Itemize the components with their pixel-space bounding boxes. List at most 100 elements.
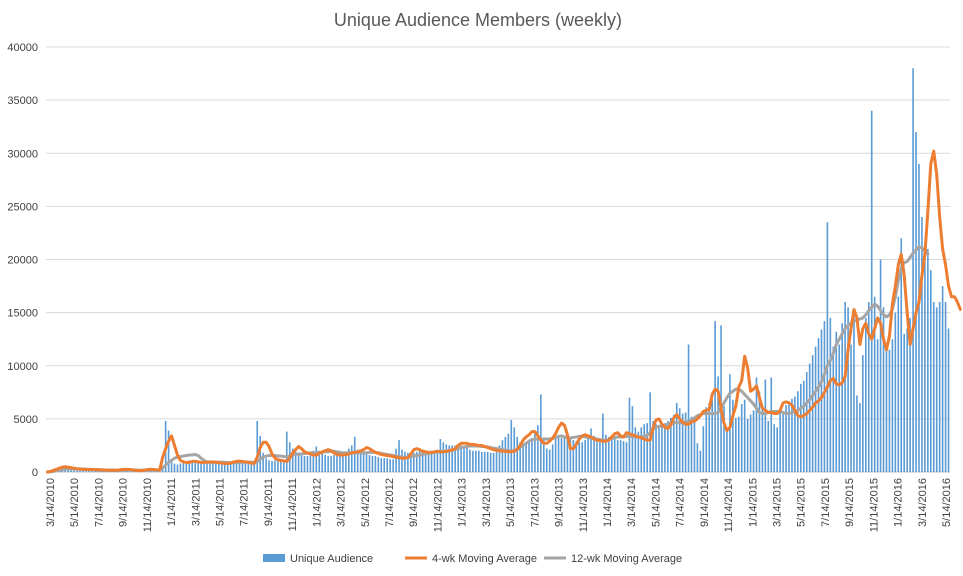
bar [200, 462, 202, 472]
bar [575, 441, 578, 472]
bar [203, 462, 205, 472]
bar [631, 406, 634, 473]
bar [670, 417, 672, 472]
x-tick-label: 9/14/2014 [699, 478, 711, 527]
bar [915, 132, 917, 472]
bar [832, 346, 835, 473]
bar [197, 462, 199, 472]
x-tick-label: 11/14/2013 [578, 478, 590, 532]
bar [469, 449, 471, 472]
bar [451, 445, 454, 472]
bar [587, 436, 589, 472]
x-tick-label: 1/14/2016 [893, 478, 905, 527]
moving-average-lines [45, 149, 962, 474]
bar [374, 456, 377, 472]
bar [489, 452, 492, 473]
bar [569, 439, 572, 472]
bar [791, 398, 793, 472]
x-tick-label: 11/14/2011 [287, 478, 299, 531]
bar [504, 436, 507, 472]
bar [929, 270, 932, 473]
bar [888, 349, 891, 472]
bar [362, 452, 365, 473]
bar [492, 452, 495, 473]
bar [336, 453, 338, 472]
bar [424, 452, 427, 473]
bar [383, 458, 386, 472]
bar [864, 317, 867, 472]
bar [640, 427, 643, 473]
bar [277, 460, 279, 472]
bar [596, 439, 598, 472]
bar [610, 436, 613, 472]
bar [622, 441, 625, 472]
bar [229, 461, 232, 472]
bar [602, 413, 604, 472]
x-tick-label: 5/14/2012 [360, 478, 372, 527]
bar [829, 317, 832, 472]
bar [560, 438, 563, 472]
x-tick-label: 1/14/2014 [602, 478, 614, 527]
bar [410, 453, 412, 472]
bar [862, 355, 864, 473]
bar [265, 458, 267, 472]
bar [439, 439, 442, 472]
gridlines [46, 46, 950, 473]
bar [823, 321, 826, 473]
bar [76, 469, 78, 472]
x-tick-label: 11/14/2012 [432, 478, 444, 532]
bar [732, 399, 734, 472]
x-tick-label: 5/14/2014 [650, 478, 662, 527]
bar [702, 426, 705, 472]
bar [333, 455, 335, 472]
x-tick-label: 5/14/2011 [215, 478, 227, 526]
bar [294, 451, 297, 472]
bar [776, 427, 778, 473]
bar [220, 463, 223, 472]
bar [867, 302, 870, 472]
bar [212, 461, 214, 472]
x-tick-label: 1/14/2012 [311, 478, 323, 527]
bar [280, 461, 282, 473]
bar [853, 312, 855, 473]
bar [463, 446, 465, 472]
x-tick-label: 9/14/2015 [844, 478, 856, 527]
bar [238, 461, 241, 473]
bar [752, 410, 755, 473]
x-tick-label: 11/14/2015 [868, 478, 880, 532]
x-tick-label: 3/14/2015 [771, 478, 783, 527]
bar [365, 453, 368, 472]
x-tick-label: 9/14/2013 [554, 478, 566, 527]
bar [779, 409, 781, 472]
bar [885, 344, 888, 472]
bar [206, 461, 208, 472]
bar [764, 379, 767, 472]
bar [637, 431, 640, 473]
x-tick-label: 5/14/2010 [69, 478, 81, 527]
bar [480, 451, 483, 472]
bar [395, 448, 397, 473]
bar [652, 421, 654, 472]
bar [805, 372, 808, 473]
bar [859, 402, 861, 472]
y-axis: 0 5000 10000 15000 20000 25000 30000 35000 40000 [7, 42, 38, 479]
bar [584, 440, 586, 473]
bar [755, 377, 758, 472]
bar [770, 377, 773, 472]
bar [856, 395, 858, 472]
bar [345, 451, 347, 472]
bar [315, 446, 318, 472]
bar [811, 355, 814, 473]
bar [785, 405, 787, 472]
bar [932, 302, 935, 472]
bar [882, 307, 885, 472]
x-tick-label: 3/14/2016 [917, 478, 929, 527]
x-tick-label: 5/14/2015 [796, 478, 808, 527]
bar [714, 321, 716, 473]
bar [285, 431, 288, 473]
bar [903, 333, 906, 473]
bar [194, 462, 196, 472]
bar [711, 399, 713, 472]
bar [466, 447, 468, 472]
